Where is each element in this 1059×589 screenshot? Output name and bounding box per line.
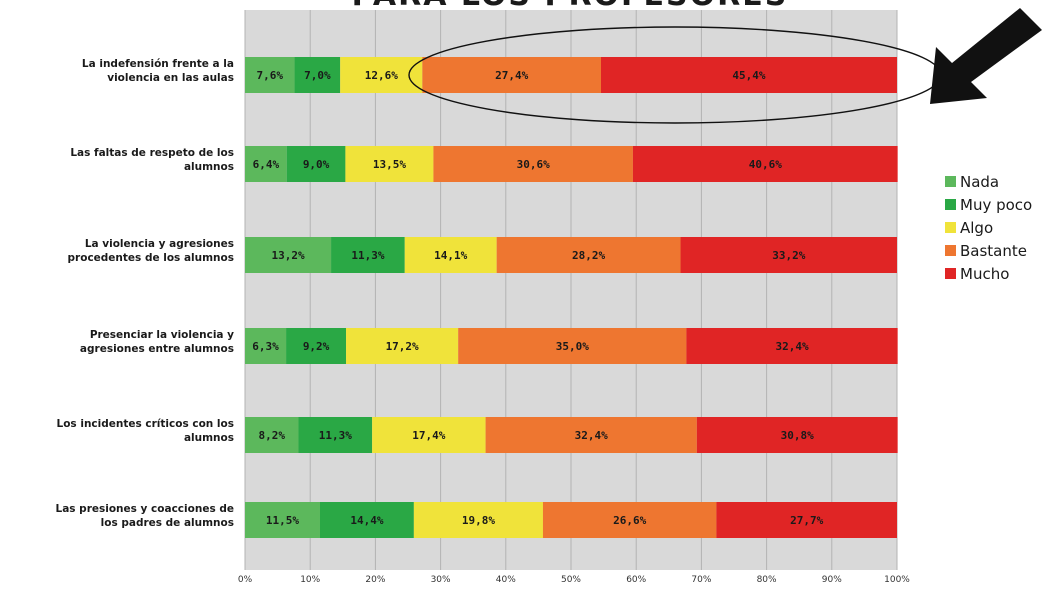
data-label: 14,4% (350, 514, 383, 527)
bar-segment (600, 57, 897, 93)
bar-segment (286, 328, 347, 364)
category-label: La indefensión frente a la violencia en l… (82, 58, 234, 84)
data-label: 9,0% (303, 158, 330, 171)
data-label: 8,2% (258, 429, 285, 442)
x-tick-label: 20% (365, 575, 385, 585)
bar-segment (245, 57, 295, 93)
x-tick-label: 30% (431, 575, 451, 585)
bar-segment (485, 417, 697, 453)
data-label: 17,2% (386, 340, 419, 353)
data-label: 14,1% (434, 249, 467, 262)
data-label: 35,0% (556, 340, 589, 353)
legend-label: Mucho (960, 264, 1010, 283)
legend-swatch (945, 268, 956, 279)
data-label: 13,5% (373, 158, 406, 171)
bar-segment (286, 146, 346, 182)
data-label: 17,4% (412, 429, 445, 442)
x-tick-label: 80% (757, 575, 777, 585)
data-label: 40,6% (749, 158, 782, 171)
data-label: 33,2% (772, 249, 805, 262)
x-tick-label: 50% (561, 575, 581, 585)
legend-label: Bastante (960, 241, 1027, 260)
bar-segment (458, 328, 687, 364)
arrow-icon (930, 8, 1042, 104)
bar-segment (696, 417, 898, 453)
data-label: 13,2% (271, 249, 304, 262)
data-label: 28,2% (572, 249, 605, 262)
data-label: 19,8% (462, 514, 495, 527)
bar-segment (245, 417, 299, 453)
bar-segment (245, 237, 332, 273)
data-label: 6,4% (253, 158, 280, 171)
chart-legend: Nada Muy poco Algo Bastante Mucho (945, 170, 1032, 285)
data-label: 7,0% (304, 69, 331, 82)
data-label: 30,8% (781, 429, 814, 442)
legend-item: Nada (945, 170, 1032, 193)
legend-swatch (945, 176, 956, 187)
data-label: 9,2% (303, 340, 330, 353)
bar-segment (632, 146, 898, 182)
bar-segment (245, 146, 287, 182)
category-label: La violencia y agresiones procedentes de … (68, 238, 234, 264)
data-label: 30,6% (517, 158, 550, 171)
bar-segment (686, 328, 898, 364)
bar-segment (298, 417, 373, 453)
x-tick-label: 100% (884, 575, 910, 585)
category-label: Las presiones y coacciones de los padres … (56, 503, 235, 529)
x-tick-label: 90% (822, 575, 842, 585)
legend-item: Muy poco (945, 193, 1032, 216)
data-label: 27,4% (495, 69, 528, 82)
data-label: 32,4% (775, 340, 808, 353)
data-label: 11,3% (319, 429, 352, 442)
bar-segment (346, 328, 459, 364)
bar-segment (245, 502, 320, 538)
x-tick-label: 10% (300, 575, 320, 585)
legend-swatch (945, 199, 956, 210)
data-label: 11,5% (266, 514, 299, 527)
bar-segment (245, 328, 287, 364)
legend-item: Mucho (945, 262, 1032, 285)
legend-item: Algo (945, 216, 1032, 239)
bar-segment (404, 237, 497, 273)
legend-label: Muy poco (960, 195, 1033, 214)
category-label: Las faltas de respeto de los alumnos (70, 147, 234, 173)
data-label: 11,3% (351, 249, 384, 262)
data-label: 6,3% (252, 340, 279, 353)
x-tick-label: 60% (626, 575, 646, 585)
bar-segment (372, 417, 486, 453)
bar-segment (680, 237, 897, 273)
bar-segment (331, 237, 405, 273)
x-tick-label: 70% (691, 575, 711, 585)
bar-segment (542, 502, 717, 538)
x-tick-label: 40% (496, 575, 516, 585)
legend-label: Nada (960, 172, 1000, 191)
category-label: Presenciar la violencia y agresiones entr… (80, 329, 234, 355)
legend-swatch (945, 222, 956, 233)
bar-segment (319, 502, 414, 538)
bar-segment (422, 57, 601, 93)
bar-segment (716, 502, 897, 538)
legend-swatch (945, 245, 956, 256)
data-label: 26,6% (613, 514, 646, 527)
x-tick-label: 0% (238, 575, 253, 585)
data-label: 45,4% (732, 69, 765, 82)
data-label: 7,6% (257, 69, 284, 82)
legend-item: Bastante (945, 239, 1032, 262)
bar-segment (433, 146, 633, 182)
category-label: Los incidentes críticos con los alumnos (57, 418, 234, 444)
chart-title: PARA LOS PROFESORES (240, 0, 900, 13)
bar-segment (345, 146, 434, 182)
bar-segment (413, 502, 543, 538)
legend-label: Algo (960, 218, 994, 237)
bar-segment (294, 57, 341, 93)
data-label: 32,4% (575, 429, 608, 442)
data-label: 27,7% (790, 514, 823, 527)
data-label: 12,6% (365, 69, 398, 82)
bar-segment (496, 237, 681, 273)
